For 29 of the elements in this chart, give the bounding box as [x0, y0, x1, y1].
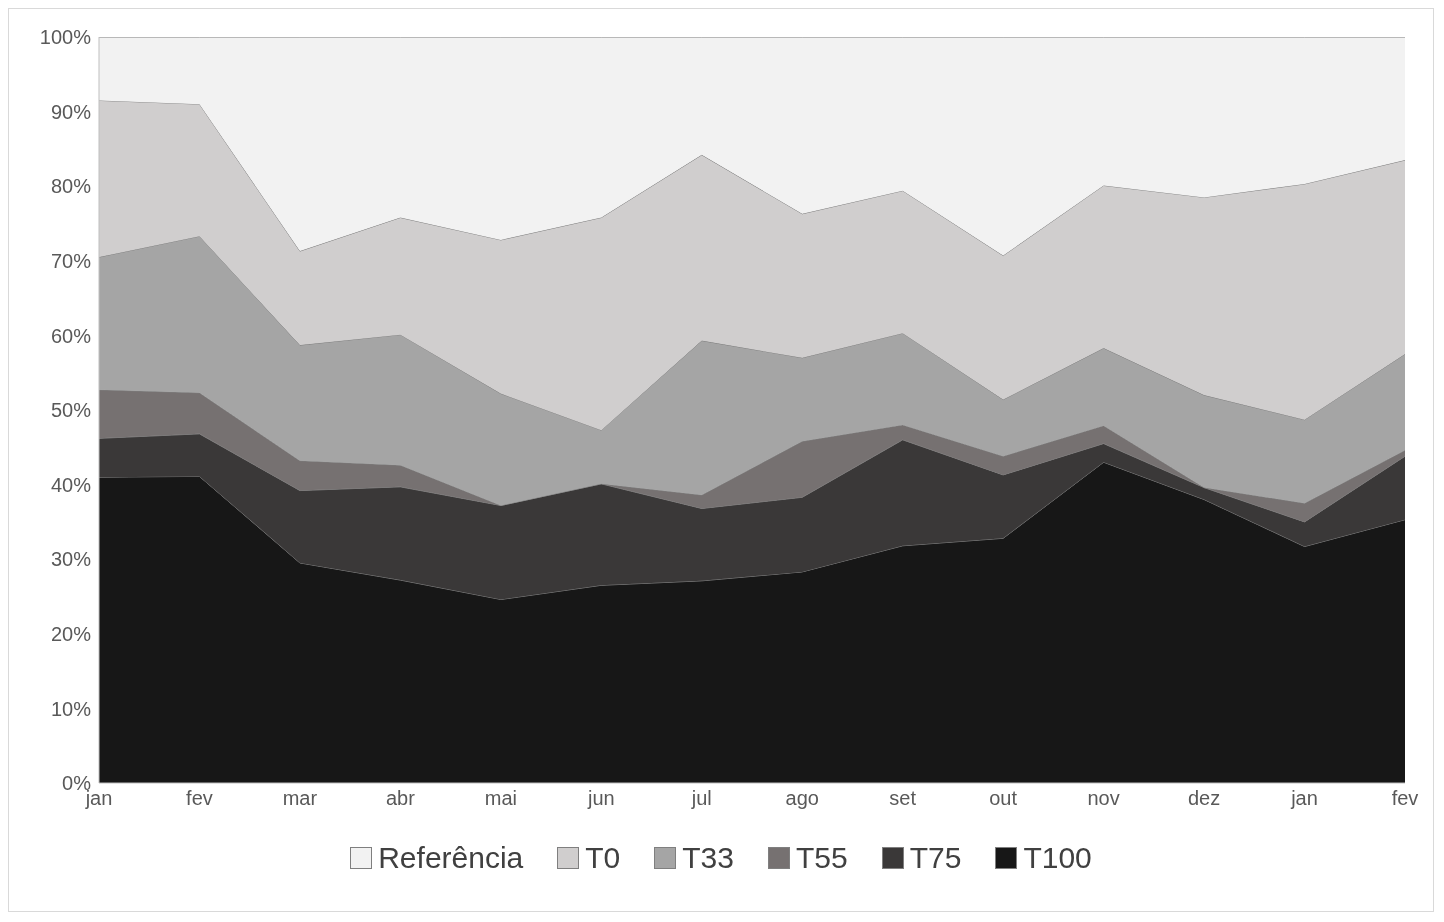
x-tick-label: fev [1391, 787, 1419, 810]
x-tick-label: jun [586, 787, 615, 810]
y-tick-label: 40% [50, 473, 92, 496]
x-tick-label: jan [1290, 787, 1318, 810]
x-tick-label: mai [484, 787, 517, 810]
y-tick-label: 70% [50, 249, 92, 272]
y-tick-label: 100% [39, 26, 92, 49]
y-tick-label: 10% [50, 697, 92, 720]
y-tick-label: 90% [50, 100, 92, 123]
x-tick-label: jul [690, 787, 712, 810]
legend-label: T100 [1023, 841, 1092, 875]
y-tick-label: 80% [50, 175, 92, 198]
legend-label: T75 [909, 841, 962, 875]
x-tick-label: fev [186, 787, 213, 810]
x-tick-label: mar [282, 787, 318, 810]
legend-label: T33 [682, 841, 734, 875]
y-tick-label: 60% [50, 324, 92, 347]
y-tick-label: 30% [50, 548, 92, 571]
y-tick-label: 20% [50, 622, 92, 645]
legend-label: Referência [378, 841, 524, 875]
x-tick-label: set [889, 787, 917, 810]
x-tick-label: out [989, 787, 1018, 810]
legend-label: T55 [796, 841, 848, 875]
legend-label: T0 [585, 841, 621, 875]
y-tick-label: 50% [50, 399, 92, 422]
x-tick-label: ago [785, 787, 819, 810]
x-tick-label: dez [1187, 787, 1221, 810]
x-tick-label: abr [385, 787, 416, 810]
x-tick-label: nov [1087, 787, 1120, 810]
